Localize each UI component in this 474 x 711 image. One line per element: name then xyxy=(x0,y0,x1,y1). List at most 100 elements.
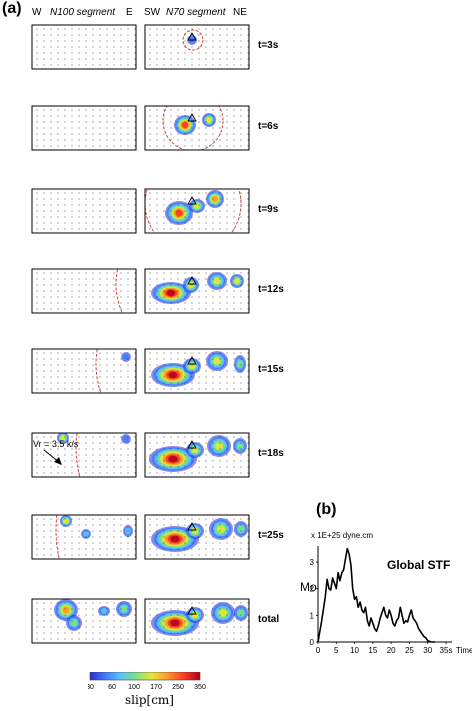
time-label: t=18s xyxy=(258,448,284,459)
slip-snapshot-n100-7 xyxy=(31,598,137,644)
stf-x-tick-label: 25 xyxy=(405,646,414,655)
hypocenter-triangle-icon xyxy=(187,276,197,285)
arrow-icon xyxy=(43,449,62,465)
slip-patch xyxy=(122,435,130,443)
slip-patch xyxy=(237,525,245,533)
slip-snapshot-n70-4 xyxy=(144,348,250,394)
stf-x-tick-label: 5 xyxy=(334,646,339,655)
rupture-front-arc xyxy=(182,29,204,51)
slip-patch xyxy=(237,609,245,617)
colorbar-tick-label: 60 xyxy=(108,684,116,691)
slip-snapshot-n70-6 xyxy=(144,514,250,560)
stf-xlabel: Time xyxy=(456,646,472,655)
slip-patch xyxy=(211,195,219,203)
southwest-label: SW xyxy=(144,7,161,18)
hypocenter-triangle-icon xyxy=(187,196,197,205)
stf-y-tick-label: 3 xyxy=(310,558,315,567)
slip-snapshot-n100-0 xyxy=(31,24,137,70)
slip-patch xyxy=(191,611,199,619)
slip-snapshot-n100-1 xyxy=(31,105,137,151)
slip-patch xyxy=(234,278,240,284)
stf-y-tick-label: 1 xyxy=(310,611,315,620)
colorbar-label: slip[cm] xyxy=(125,693,174,707)
slip-patch xyxy=(168,371,178,379)
slip-patch xyxy=(236,442,244,450)
slip-patch xyxy=(237,360,243,368)
slip-patch xyxy=(170,535,180,543)
stf-x-tick-label: 30 xyxy=(423,646,432,655)
slip-snapshot-n70-0 xyxy=(144,24,250,70)
slip-snapshot-n70-1 xyxy=(144,105,250,151)
slip-snapshot-n100-2 xyxy=(31,188,137,234)
slip-patch xyxy=(62,606,70,614)
rupture-front-arc xyxy=(145,189,242,233)
stf-unit-label: x 1E+25 dyne.cm xyxy=(311,531,374,540)
stf-x-tick-label: 0 xyxy=(316,646,321,655)
colorbar-tick-label: 170 xyxy=(150,684,162,691)
slip-patch xyxy=(166,289,176,297)
rupture-front-arc xyxy=(75,433,81,477)
slip-patch xyxy=(187,281,195,289)
slip-patch xyxy=(168,455,178,463)
stf-ylabel: Mo xyxy=(300,580,317,594)
hypocenter-triangle-icon xyxy=(187,606,197,615)
slip-patch xyxy=(215,442,223,450)
slip-patch xyxy=(170,619,180,627)
hypocenter-triangle-icon xyxy=(187,113,197,122)
colorbar-tick-label: 30 xyxy=(88,684,94,691)
slip-snapshot-n70-2 xyxy=(144,188,250,234)
rupture-front-arc xyxy=(95,349,102,393)
slip-patch xyxy=(100,608,108,614)
rupture-front-arc xyxy=(162,106,224,150)
time-label: total xyxy=(258,614,280,625)
time-label: t=3s xyxy=(258,40,279,51)
hypocenter-triangle-icon xyxy=(187,522,197,531)
colorbar: 30 60 100 170 250 350 xyxy=(88,672,206,691)
panel-a-label: (a) xyxy=(2,0,22,17)
stf-series-line xyxy=(317,547,435,643)
n100-segment-label: N100 segment xyxy=(50,7,116,18)
stf-x-tick-label: 15 xyxy=(368,646,377,655)
slip-patch xyxy=(217,525,225,533)
slip-patch xyxy=(206,117,212,123)
colorbar-tick-label: 350 xyxy=(194,684,206,691)
slip-patch xyxy=(175,209,183,217)
hypocenter-triangle-icon xyxy=(187,356,197,365)
slip-snapshot-n100-6 xyxy=(31,514,137,560)
slip-patch xyxy=(219,609,227,617)
slip-patch xyxy=(191,527,199,535)
west-label: W xyxy=(32,7,42,18)
slip-snapshot-n100-5 xyxy=(31,432,137,478)
time-label: t=6s xyxy=(258,121,279,132)
stf-x-tick-label: 10 xyxy=(350,646,359,655)
slip-snapshot-n100-3 xyxy=(31,268,137,314)
time-label: t=12s xyxy=(258,284,284,295)
slip-patch xyxy=(63,518,69,524)
rupture-front-arc xyxy=(115,269,124,313)
n70-segment-label: N70 segment xyxy=(166,7,226,18)
slip-snapshot-n70-3 xyxy=(144,268,250,314)
stf-y-tick-label: 2 xyxy=(310,585,315,594)
stf-y-tick-label: 0 xyxy=(310,638,315,647)
stf-axes xyxy=(317,546,452,643)
stf-x-tick-label: 35s xyxy=(440,646,453,655)
stf-x-tick-label: 20 xyxy=(387,646,396,655)
rupture-velocity-annotation: Vr = 3.5 k/s xyxy=(33,439,79,449)
hypocenter-triangle-icon xyxy=(187,440,197,449)
slip-patch xyxy=(122,353,130,361)
northeast-label: NE xyxy=(233,7,247,18)
east-label: E xyxy=(126,7,133,18)
panel-b-label: (b) xyxy=(316,501,337,518)
colorbar-tick-label: 100 xyxy=(128,684,140,691)
rupture-front-arc xyxy=(55,515,60,559)
slip-patch xyxy=(213,357,221,365)
slip-snapshot-n70-5 xyxy=(144,432,250,478)
colorbar-tick-label: 250 xyxy=(172,684,184,691)
slip-patch xyxy=(120,605,128,613)
slip-snapshot-n70-7 xyxy=(144,598,250,644)
slip-patch xyxy=(60,435,66,441)
stf-title: Global STF xyxy=(387,558,451,572)
time-label: t=25s xyxy=(258,530,284,541)
time-label: t=15s xyxy=(258,364,284,375)
